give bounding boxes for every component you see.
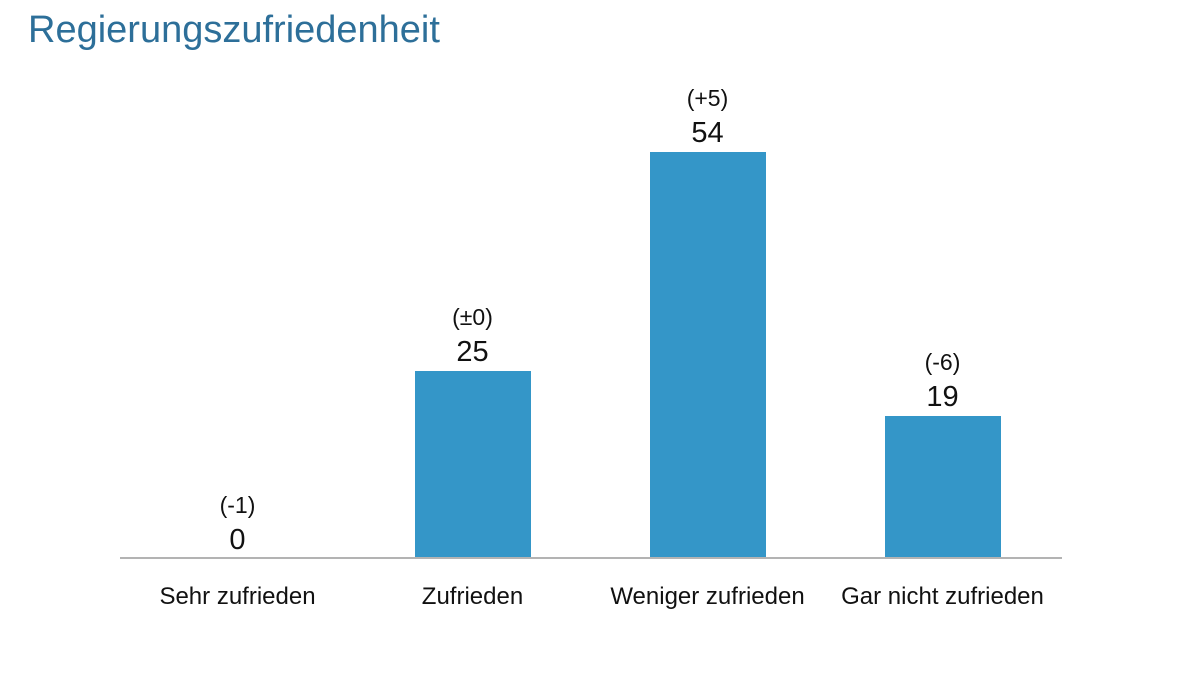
bar-weniger-zufrieden <box>649 152 766 559</box>
bar-group-sehr-zufrieden: (-1) 0 <box>120 0 355 559</box>
x-axis-line <box>120 557 1062 559</box>
x-axis-labels: Sehr zufrieden Zufrieden Weniger zufried… <box>120 583 1060 610</box>
chart-title: Regierungszufriedenheit <box>28 9 440 51</box>
bar-gar-nicht-zufrieden <box>884 416 1001 559</box>
change-label: (-1) <box>219 492 256 518</box>
bar-group-gar-nicht-zufrieden: (-6) 19 <box>825 0 1060 559</box>
bar-group-zufrieden: (±0) 25 <box>355 0 590 559</box>
value-label: 54 <box>691 117 724 149</box>
category-label-weniger-zufrieden: Weniger zufrieden <box>610 583 805 610</box>
value-label: 19 <box>926 381 959 413</box>
bar-group-weniger-zufrieden: (+5) 54 <box>590 0 825 559</box>
bar-zufrieden <box>414 371 531 559</box>
plot-area: (-1) 0 (±0) 25 (+5) 54 (-6) 19 <box>120 0 1060 559</box>
change-label: (+5) <box>686 85 729 111</box>
change-label: (±0) <box>452 304 493 330</box>
category-label-sehr-zufrieden: Sehr zufrieden <box>159 583 316 610</box>
value-label: 0 <box>229 524 246 556</box>
category-label-zufrieden: Zufrieden <box>421 583 524 610</box>
value-label: 25 <box>456 336 489 368</box>
category-label-gar-nicht-zufrieden: Gar nicht zufrieden <box>841 583 1044 610</box>
change-label: (-6) <box>924 349 961 375</box>
